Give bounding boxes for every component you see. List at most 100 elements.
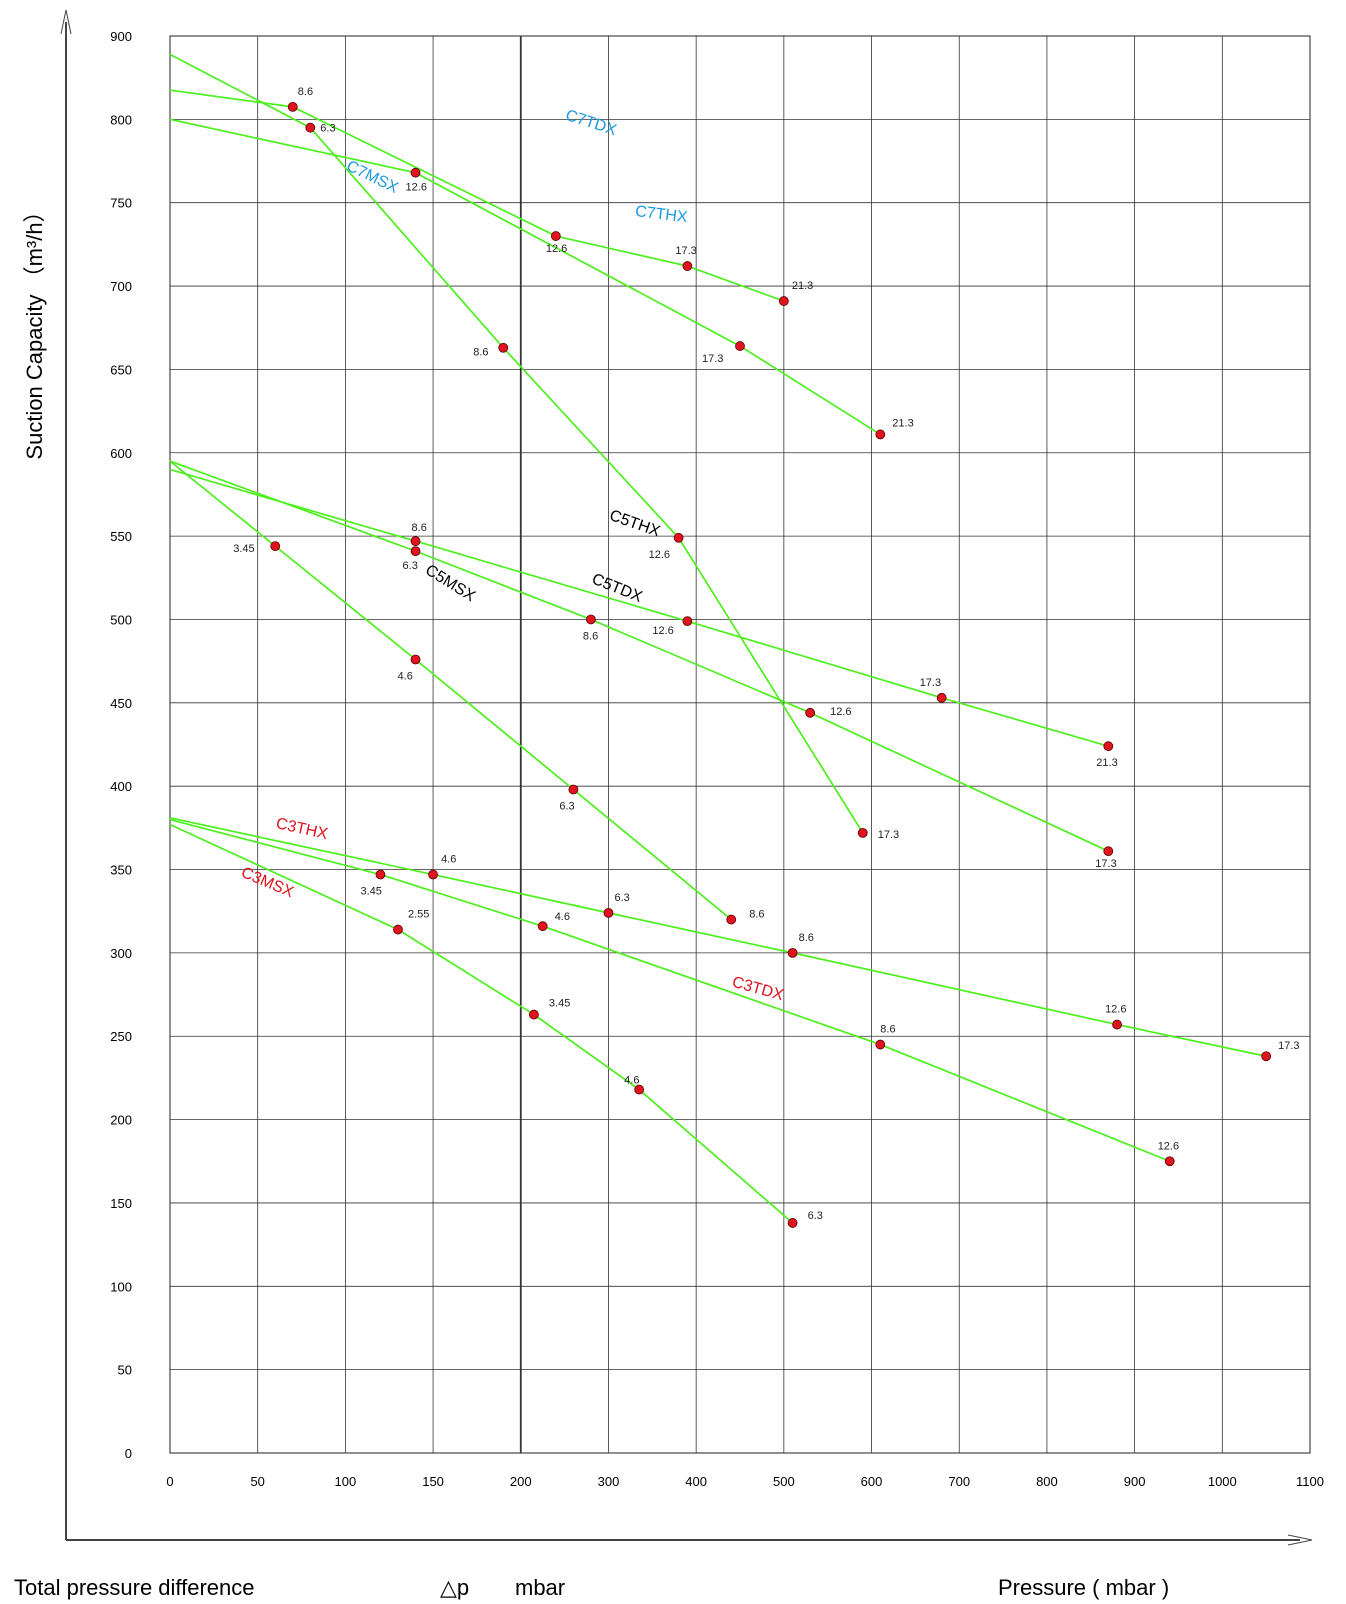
x-tick-label: 500 <box>773 1474 795 1489</box>
point-label: 17.3 <box>1278 1040 1299 1052</box>
y-tick-label: 100 <box>110 1279 132 1294</box>
point-label: 21.3 <box>892 417 913 429</box>
x-tick-label: 300 <box>598 1474 620 1489</box>
data-point <box>550 231 561 241</box>
point-label: 12.6 <box>546 243 567 255</box>
x-tick-label: 1000 <box>1208 1474 1237 1489</box>
y-tick-label: 250 <box>110 1029 132 1044</box>
series-line-c5thx <box>169 468 1109 747</box>
data-point <box>787 947 798 958</box>
data-point <box>805 707 816 718</box>
data-point <box>778 296 789 306</box>
x-tick-label: 50 <box>250 1474 264 1489</box>
x-tick-label: 200 <box>510 1474 532 1489</box>
x-tick-label: 600 <box>861 1474 883 1489</box>
y-tick-label: 550 <box>110 529 132 544</box>
data-point <box>410 167 421 178</box>
data-point <box>682 616 693 627</box>
data-point <box>787 1218 798 1228</box>
point-label: 6.3 <box>614 892 629 904</box>
y-tick-label: 500 <box>110 612 132 627</box>
data-point <box>529 1009 539 1020</box>
x-tick-label: 800 <box>1036 1474 1058 1489</box>
point-label: 17.3 <box>920 677 941 689</box>
y-tick-label: 650 <box>110 362 132 377</box>
axes: 0 50 100 150 200 300 400 500 600 700 800 900 1000 110… <box>60 9 1324 1546</box>
series-label-c3thx: C3THX <box>274 815 329 843</box>
data-point <box>305 122 316 133</box>
series-label-c3tdx: C3TDX <box>730 974 785 1005</box>
y-tick-label: 900 <box>110 29 132 44</box>
y-tick-label: 0 <box>125 1446 132 1461</box>
data-point <box>410 654 421 665</box>
data-point <box>1164 1156 1175 1167</box>
plot-frame <box>169 35 1311 1454</box>
data-point <box>1112 1019 1122 1030</box>
data-point <box>682 261 693 271</box>
data-point <box>287 101 298 112</box>
series-line-c3tdx <box>169 818 1171 1163</box>
x-axis-delta-symbol: △p <box>440 1575 469 1600</box>
point-label: 6.3 <box>808 1210 823 1222</box>
data-point <box>428 869 438 880</box>
data-point <box>410 536 421 547</box>
y-tick-label: 700 <box>110 279 132 294</box>
point-label: 6.3 <box>403 560 418 572</box>
series-line-c3thx <box>169 817 1267 1058</box>
data-point <box>875 429 886 440</box>
data-point <box>673 532 684 543</box>
data-point <box>857 827 868 838</box>
point-label: 4.6 <box>398 670 413 682</box>
y-tick-label: 50 <box>118 1363 132 1378</box>
point-label: 8.6 <box>473 347 488 359</box>
data-point <box>735 341 745 351</box>
data-point <box>1103 741 1114 752</box>
point-label: 12.6 <box>830 706 851 718</box>
x-tick-label: 1100 <box>1296 1474 1324 1489</box>
x-tick-label: 100 <box>335 1474 357 1489</box>
y-tick-label: 300 <box>110 946 132 961</box>
data-point <box>875 1039 886 1050</box>
series-line-c7tdx <box>169 89 785 302</box>
x-axis-arrow-icon <box>1287 1534 1313 1546</box>
point-label: 21.3 <box>792 280 813 292</box>
point-label: 21.3 <box>1096 757 1117 769</box>
point-label: 8.6 <box>298 86 313 98</box>
y-tick-label: 600 <box>110 446 132 461</box>
data-point <box>568 784 579 795</box>
point-label: 17.3 <box>878 829 899 841</box>
data-point <box>936 692 947 703</box>
point-label: 6.3 <box>320 123 335 135</box>
point-label: 8.6 <box>583 630 598 642</box>
point-label: 12.6 <box>652 625 673 637</box>
y-tick-label: 450 <box>110 696 132 711</box>
point-label: 8.6 <box>412 522 427 534</box>
y-tick-label: 400 <box>110 779 132 794</box>
series-line-c7msx <box>169 53 864 834</box>
point-label: 3.45 <box>233 543 254 555</box>
series-label-c7tdx: C7TDX <box>563 107 618 139</box>
point-label: 8.6 <box>799 932 814 944</box>
x-axis-title-left: Total pressure difference <box>14 1575 255 1600</box>
y-tick-label: 750 <box>110 196 132 211</box>
y-axis-title: Suction Capacity （m³/h） <box>22 200 47 459</box>
y-tick-label: 350 <box>110 863 132 878</box>
point-label: 8.6 <box>749 909 764 921</box>
point-label: 4.6 <box>555 911 570 923</box>
point-label: 3.45 <box>549 998 570 1010</box>
data-point <box>634 1084 645 1095</box>
point-label: 3.45 <box>360 886 381 898</box>
point-label: 17.3 <box>702 353 723 365</box>
point-label: 2.55 <box>408 909 429 921</box>
series-label-c7thx: C7THX <box>634 203 688 226</box>
x-axis-title-right: Pressure ( mbar ) <box>998 1575 1169 1600</box>
data-point <box>270 541 281 552</box>
x-tick-label: 150 <box>422 1474 444 1489</box>
data-points <box>270 101 1272 1228</box>
point-label: 12.6 <box>1158 1140 1179 1152</box>
y-tick-label: 800 <box>110 112 132 127</box>
data-point <box>537 921 548 932</box>
data-point <box>586 614 596 625</box>
